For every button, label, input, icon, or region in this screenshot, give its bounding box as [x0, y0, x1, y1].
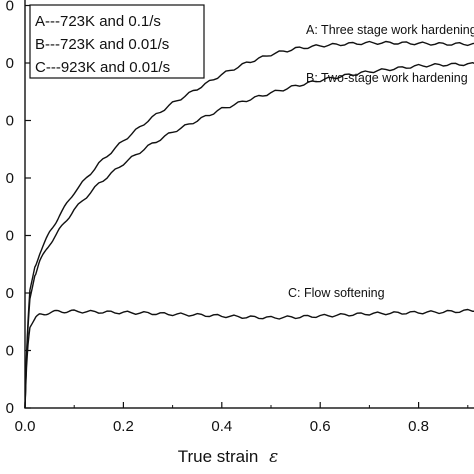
series-layer: [24, 40, 474, 409]
x-tick-label-4: 0.8: [408, 418, 429, 435]
y-tick-label-0: 0: [6, 400, 14, 417]
legend-entry-b: B---723K and 0.01/s: [35, 36, 169, 53]
series-curve-c: [24, 308, 474, 409]
y-tick-label-4: 0: [6, 170, 14, 187]
y-tick-label-6: 0: [6, 55, 14, 72]
x-axis-title: True strain ε: [178, 447, 278, 467]
y-axis: 0 0 0 0 0 0 0 0: [6, 0, 31, 417]
legend-box: A---723K and 0.1/s B---723K and 0.01/s C…: [29, 4, 205, 79]
y-tick-label-1: 0: [6, 343, 14, 360]
x-axis: 0.0 0.2 0.4 0.6 0.8: [15, 402, 469, 435]
y-tick-label-3: 0: [6, 228, 14, 245]
y-tick-label-5: 0: [6, 113, 14, 130]
legend-entry-a: A---723K and 0.1/s: [35, 13, 161, 30]
x-axis-title-text: True strain: [178, 447, 259, 466]
x-axis-symbol: ε: [269, 447, 278, 467]
series-curve-a: [24, 40, 474, 409]
x-tick-label-0: 0.0: [15, 418, 36, 435]
y-tick-label-7: 0: [6, 0, 14, 15]
legend-frame: [29, 4, 205, 79]
plot-frame: [24, 0, 474, 409]
annotation-a: A: Three stage work hardening: [306, 23, 474, 37]
series-curve-b: [24, 62, 474, 409]
x-tick-label-1: 0.2: [113, 418, 134, 435]
legend-entry-c: C---923K and 0.01/s: [35, 59, 170, 76]
x-tick-label-2: 0.4: [211, 418, 232, 435]
y-tick-label-2: 0: [6, 285, 14, 302]
annotation-b: B: Two-stage work hardening: [306, 71, 468, 85]
x-tick-label-3: 0.6: [310, 418, 331, 435]
annotation-c: C: Flow softening: [288, 286, 385, 300]
